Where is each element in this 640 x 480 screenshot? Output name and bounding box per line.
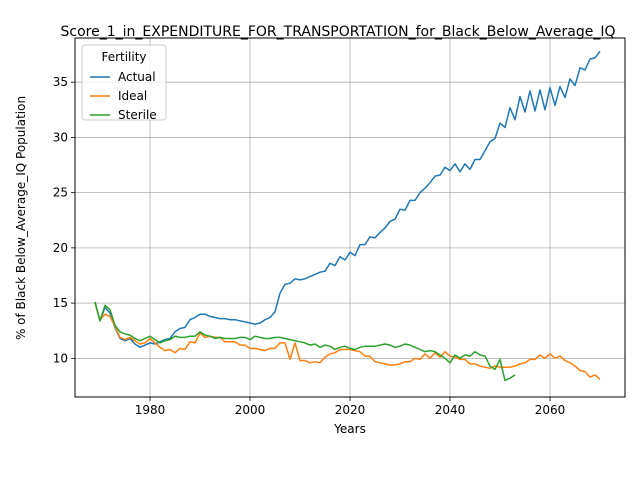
grid <box>75 38 625 397</box>
x-tick-label: 2020 <box>335 403 366 417</box>
y-axis-ticks: 10 15 20 25 30 35 <box>53 75 75 365</box>
legend-label-actual: Actual <box>118 70 156 84</box>
chart-title: Score_1_in_EXPENDITURE_FOR_TRANSPORTATIO… <box>61 24 616 40</box>
series-line-actual <box>94 50 601 349</box>
legend: Fertility Actual Ideal Sterile <box>81 44 167 122</box>
series-line-sterile <box>94 301 516 382</box>
legend-box <box>81 44 167 121</box>
series-line-ideal <box>94 302 601 380</box>
x-axis-label: Years <box>333 422 366 436</box>
legend-label-ideal: Ideal <box>118 89 147 103</box>
x-axis-ticks: 1980 2000 2020 2040 2060 <box>135 397 566 417</box>
y-tick-label: 25 <box>53 186 68 200</box>
x-tick-label: 2040 <box>435 403 466 417</box>
x-tick-label: 2000 <box>235 403 266 417</box>
legend-label-sterile: Sterile <box>118 108 157 122</box>
x-tick-label: 1980 <box>135 403 166 417</box>
y-tick-label: 35 <box>53 75 68 89</box>
y-axis-label: % of Black Below_Average_IQ Population <box>14 96 28 340</box>
x-tick-label: 2060 <box>535 403 566 417</box>
series-lines <box>94 50 601 382</box>
y-tick-label: 10 <box>53 351 68 365</box>
legend-title: Fertility <box>101 50 146 64</box>
y-tick-label: 15 <box>53 296 68 310</box>
y-tick-label: 30 <box>53 130 68 144</box>
y-tick-label: 20 <box>53 241 68 255</box>
